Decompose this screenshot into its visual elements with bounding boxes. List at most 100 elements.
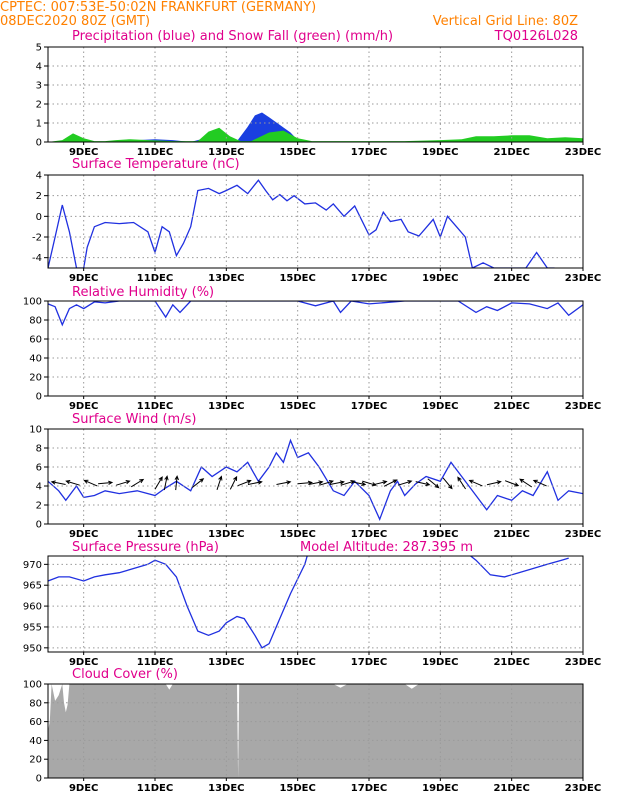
rh-xtick-label: 21DEC: [493, 401, 529, 412]
wind-title: Surface Wind (m/s): [72, 412, 196, 427]
model-altitude: Model Altitude: 287.395 m: [300, 540, 473, 555]
wind-arrow: [247, 480, 263, 485]
wind-xtick-label: 19DEC: [422, 529, 458, 540]
wind-xtick-label: 23DEC: [565, 529, 601, 540]
rh-ytick-label: 0: [36, 392, 42, 403]
pres-series-group: [48, 556, 569, 649]
pres-xtick-label: 21DEC: [493, 657, 529, 668]
precip-series-group: [48, 112, 583, 142]
wind-arrow: [319, 480, 334, 486]
wind-arrow: [383, 479, 398, 487]
precip-ytick-label: 4: [36, 62, 42, 73]
wind-ytick-label: 0: [36, 520, 42, 531]
precip-area-1: [48, 127, 583, 142]
cloud-xtick-label: 13DEC: [208, 783, 244, 794]
rh-xtick-label: 17DEC: [351, 401, 387, 412]
temp-xtick-label: 15DEC: [279, 273, 315, 284]
cloud-ytick-label: 80: [29, 698, 42, 709]
wind-line-0: [48, 438, 583, 522]
wind-arrow: [397, 480, 413, 486]
temp-ytick-label: -4: [32, 253, 42, 264]
wind-ytick-label: 10: [29, 425, 42, 436]
wind-arrow: [442, 477, 453, 490]
wind-frame: [47, 428, 584, 525]
cloud-area-0: [48, 684, 583, 778]
pres-ytick-label: 970: [23, 560, 42, 571]
grid-note: Vertical Grid Line: 80Z: [433, 14, 578, 29]
wind-series-group: [48, 438, 583, 522]
wind-arrow: [237, 479, 252, 487]
cloud-xtick-label: 21DEC: [493, 783, 529, 794]
pres-ytick-label: 955: [23, 622, 42, 633]
rh-ytick-label: 100: [23, 297, 42, 308]
wind-arrow: [276, 480, 292, 485]
wind-arrow: [50, 480, 66, 485]
precip-ytick-label: 1: [36, 119, 42, 130]
wind-arrow: [216, 475, 223, 490]
rh-title: Relative Humidity (%): [72, 285, 214, 300]
wind-arrow: [163, 475, 169, 491]
wind-arrow: [154, 476, 163, 490]
temp-frame: [47, 174, 584, 269]
temp-ytick-label: 4: [36, 171, 42, 182]
wind-xtick-label: 15DEC: [279, 529, 315, 540]
rh-series-group: [48, 301, 583, 327]
wind-arrows: [50, 475, 547, 491]
cloud-panel: 0 20 40 60 80 100 9DEC 11DEC 13DEC 15DEC 17DEC 19DE…: [23, 680, 601, 795]
rh-ytick-label: 20: [29, 373, 42, 384]
wind-ytick-label: 2: [36, 501, 42, 512]
wind-arrow: [65, 480, 80, 486]
model-code: TQ0126L028: [494, 29, 578, 44]
temp-ytick-label: 0: [36, 212, 42, 223]
precip-xtick-label: 13DEC: [208, 147, 244, 158]
precip-xtick-label: 15DEC: [279, 147, 315, 158]
temp-xtick-label: 13DEC: [208, 273, 244, 284]
rh-xtick-label: 9DEC: [69, 401, 98, 412]
wind-arrow: [457, 476, 467, 490]
cloud-xtick-label: 15DEC: [279, 783, 315, 794]
rh-xtick-label: 11DEC: [137, 401, 173, 412]
wind-arrow: [504, 480, 520, 487]
pres-frame: [47, 555, 584, 653]
temp-series-group: [48, 179, 555, 268]
rh-xtick-label: 15DEC: [279, 401, 315, 412]
temp-ytick-label: -2: [32, 233, 42, 244]
cloud-xtick-label: 9DEC: [69, 783, 98, 794]
precip-frame: [47, 46, 584, 143]
temp-title: Surface Temperature (nC): [72, 157, 240, 172]
pres-xtick-label: 19DEC: [422, 657, 458, 668]
pres-line-0: [48, 556, 569, 649]
precip-xtick-label: 19DEC: [422, 147, 458, 158]
wind-ytick-label: 4: [36, 482, 42, 493]
cloud-ytick-label: 100: [23, 680, 42, 691]
pressure-title: Surface Pressure (hPa): [72, 540, 219, 555]
cloud-series-group: [48, 684, 583, 778]
wind-arrow: [130, 478, 145, 488]
wind-xtick-label: 9DEC: [69, 529, 98, 540]
wind-xtick-label: 11DEC: [137, 529, 173, 540]
cloud-xtick-label: 11DEC: [137, 783, 173, 794]
precip-ytick-label: 3: [36, 81, 42, 92]
rh-panel: 0 20 40 60 80 100 9DEC 11DEC 13DEC 15DEC 17DEC 19DE…: [23, 297, 601, 413]
wind-arrow: [415, 481, 431, 487]
wind-arrow: [468, 479, 483, 487]
rh-frame: [47, 300, 584, 397]
cloud-ytick-label: 20: [29, 755, 42, 766]
rh-xtick-label: 13DEC: [208, 401, 244, 412]
wind-ytick-label: 8: [36, 444, 42, 455]
precip-title: Precipitation (blue) and Snow Fall (gree…: [72, 29, 393, 44]
cloud-title: Cloud Cover (%): [72, 667, 178, 682]
temp-ytick-label: 2: [36, 191, 42, 202]
cloud-xtick-label: 19DEC: [422, 783, 458, 794]
pres-panel: 950 955 960 965 970 9DEC 11DEC 13DEC 15DEC 17DEC 1…: [23, 555, 601, 668]
precip-panel: 0 1 2 3 4 5 9DEC 11DEC 13DEC 15DEC 17DEC 19DEC 21DEC…: [36, 43, 602, 159]
wind-panel: 0 2 4 6 8 10 9DEC 11DEC 13DEC 15DEC 17DEC 19DEC 21DE…: [29, 425, 601, 541]
cloud-ytick-label: 0: [36, 774, 42, 785]
cloud-ytick-label: 40: [29, 736, 42, 747]
wind-arrow: [519, 478, 533, 488]
rh-ytick-label: 60: [29, 335, 42, 346]
pres-xtick-label: 11DEC: [137, 657, 173, 668]
panels: 0 1 2 3 4 5 9DEC 11DEC 13DEC 15DEC 17DEC 19DEC 21DEC…: [23, 43, 601, 795]
pres-ytick-label: 960: [23, 602, 42, 613]
